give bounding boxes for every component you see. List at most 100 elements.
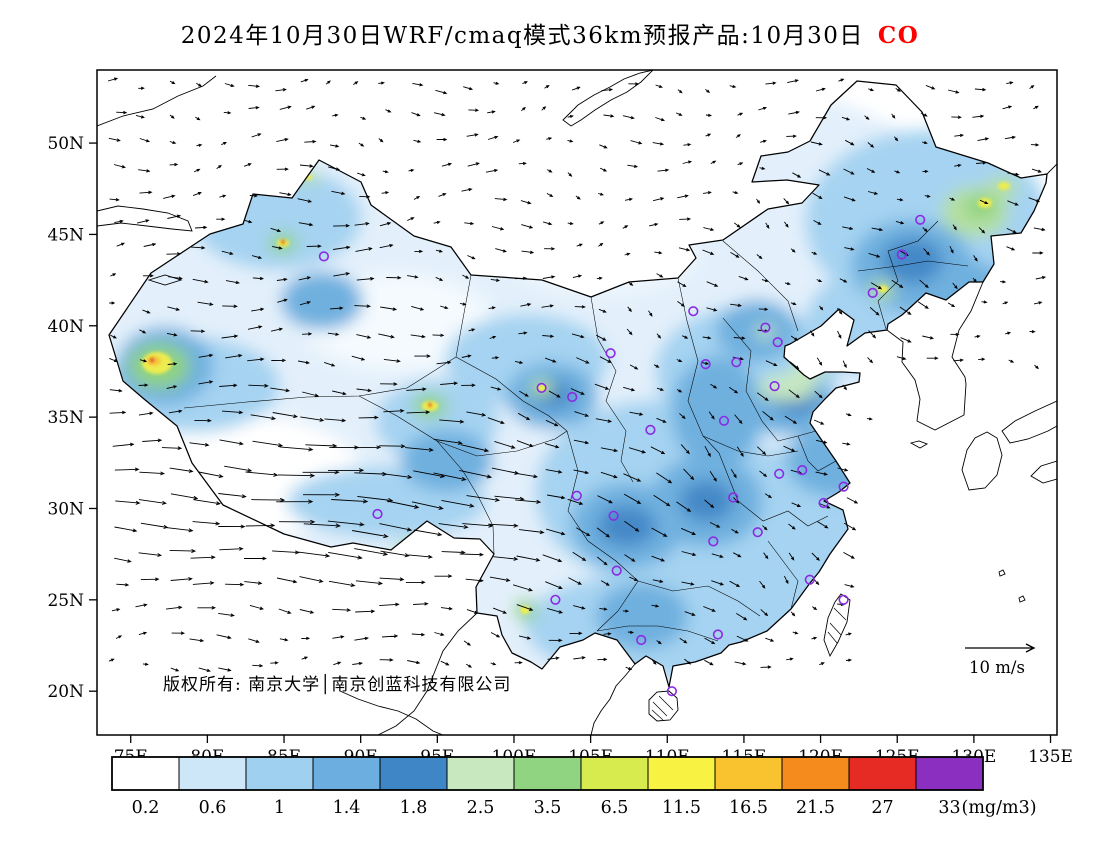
wind-arrow (434, 574, 453, 578)
wind-arrow (842, 442, 851, 446)
wind-arrow (139, 471, 166, 476)
wind-arrow (306, 244, 322, 248)
wind-arrow (600, 447, 619, 453)
wind-arrow (651, 604, 660, 608)
wind-arrow (352, 661, 363, 666)
wind-arrow (972, 277, 977, 283)
lat-tick-label: 45N (47, 225, 84, 245)
wind-arrow (842, 384, 847, 391)
wind-arrow (648, 310, 653, 317)
wind-arrow (441, 162, 453, 167)
wind-arrow (251, 497, 286, 503)
wind-arrow (515, 276, 528, 281)
province-boundary (702, 435, 799, 457)
wind-arrow (219, 546, 244, 551)
wind-arrow (356, 334, 372, 339)
wind-arrow (407, 660, 421, 665)
wind-arrow (355, 247, 373, 252)
wind-arrow (248, 383, 269, 388)
colorbar-unit-label: (mg/m3) (962, 798, 1037, 818)
wind-arrow (868, 252, 881, 258)
wind-arrow (243, 163, 252, 167)
wind-arrow (218, 612, 235, 617)
wind-arrow (168, 276, 183, 280)
wind-arrow (520, 303, 532, 307)
wind-arrow (514, 472, 538, 479)
wind-arrow (547, 656, 560, 660)
wind-arrow (109, 410, 127, 415)
wind-arrow (818, 502, 831, 509)
kyushu-outline (961, 431, 1003, 491)
wind-arrow (379, 577, 405, 582)
wind-arrow (138, 383, 149, 387)
station-marker (608, 510, 619, 521)
wind-arrow (923, 248, 930, 256)
wind-arrow (249, 604, 264, 610)
wind-scale-label: 10 m/s (969, 658, 1025, 677)
colorbar-segment (446, 756, 515, 791)
wind-arrow (758, 307, 769, 311)
wind-arrow (1006, 81, 1014, 85)
wind-arrow (433, 438, 463, 445)
wind-arrow (595, 418, 613, 423)
wind-arrow (974, 87, 987, 92)
station-marker (567, 391, 578, 403)
wind-arrow (622, 609, 630, 613)
wind-arrow (197, 301, 214, 306)
wind-arrow (868, 88, 875, 92)
station-marker (838, 594, 849, 605)
wind-arrow (192, 521, 221, 526)
wind-arrow (298, 276, 312, 281)
wind-arrow (756, 198, 761, 204)
wind-arrow (194, 418, 212, 423)
station-marker (571, 490, 582, 501)
station-marker (838, 481, 849, 492)
wind-arrow (142, 273, 154, 278)
wind-arrow (576, 527, 591, 537)
station-marker (645, 424, 656, 436)
map-plot-area: 50N45N40N35N30N25N20N75E80E85E90E95E100E… (47, 69, 1073, 767)
wind-arrow (650, 446, 666, 455)
wind-arrow (628, 82, 640, 86)
wind-arrow (517, 412, 531, 421)
wind-arrow (333, 661, 342, 666)
wind-arrow (765, 637, 775, 642)
wind-arrow (977, 137, 990, 142)
wind-arrow (115, 635, 123, 639)
wind-arrow (816, 279, 823, 283)
province-boundary (722, 317, 763, 422)
colorbar-frame (111, 756, 984, 791)
wind-arrow (381, 191, 390, 195)
wind-arrow (358, 415, 379, 420)
wind-arrow (218, 667, 232, 672)
wind-arrow (192, 278, 209, 284)
wind-arrow (252, 276, 265, 281)
wind-arrow (1005, 331, 1012, 335)
co-hotspot-core (427, 402, 433, 408)
wind-arrow (276, 138, 289, 143)
station-marker (752, 527, 763, 538)
province-boundary (722, 240, 799, 332)
wind-arrow (597, 192, 604, 196)
wind-arrow (787, 79, 799, 84)
wind-arrow (492, 607, 508, 614)
wind-arrow (676, 501, 692, 512)
wind-arrow (248, 638, 260, 643)
wind-arrow (459, 552, 485, 557)
wind-arrow (844, 139, 855, 146)
wind-arrow (407, 217, 415, 221)
wind-arrow (355, 609, 376, 614)
wind-arrow (547, 494, 566, 500)
wind-arrow (252, 440, 284, 448)
wind-arrow (405, 447, 434, 452)
wind-arrow (379, 658, 394, 662)
wind-arrow (678, 247, 691, 252)
station-marker (818, 497, 829, 509)
wind-arrow (599, 356, 612, 363)
wind-arrow (378, 81, 385, 85)
wind-arrow (514, 360, 524, 364)
wind-arrow (677, 301, 685, 307)
wind-arrow (244, 581, 263, 585)
wind-arrow (411, 305, 425, 311)
wind-arrow (842, 360, 847, 369)
